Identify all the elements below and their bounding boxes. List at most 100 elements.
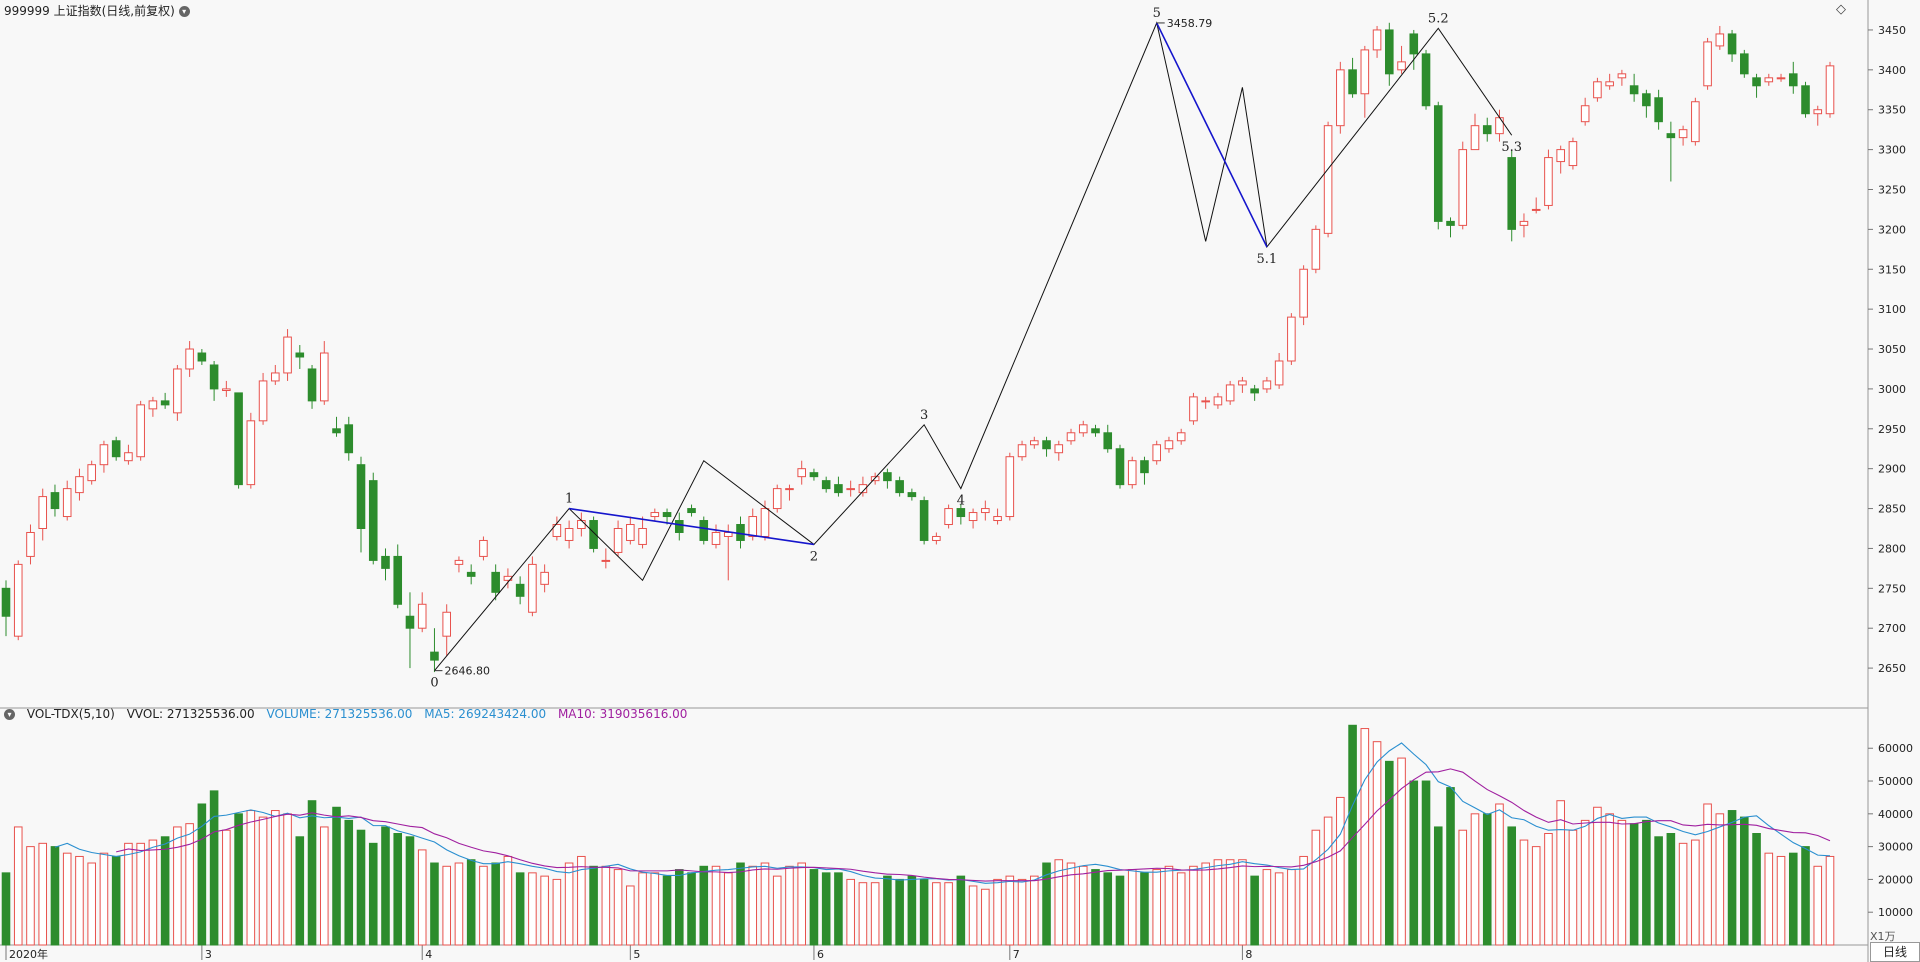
wave-label: 0 <box>430 676 438 691</box>
candle-body <box>1348 69 1357 95</box>
candle-body <box>50 492 60 510</box>
price-tick-label: 3300 <box>1878 144 1906 157</box>
volume-bar <box>919 878 929 946</box>
candle-body <box>552 524 562 537</box>
price-tick-label: 2650 <box>1878 662 1906 675</box>
volume-bar <box>540 875 549 946</box>
volume-bar <box>1360 728 1370 946</box>
candle-body <box>295 352 305 358</box>
volume-bar <box>662 875 672 946</box>
candle-body <box>1017 444 1027 458</box>
volume-collapse-icon[interactable]: ▾ <box>4 709 15 720</box>
candle-body <box>1213 396 1223 406</box>
volume-bar <box>1605 813 1614 946</box>
wave-label: 5.2 <box>1428 11 1449 26</box>
candle-body <box>577 520 586 529</box>
candle-body <box>1042 440 1051 450</box>
volume-bar <box>723 872 733 946</box>
candle-body <box>1593 81 1602 99</box>
volume-bar <box>1017 878 1027 946</box>
candle-body <box>234 392 243 486</box>
volume-bar <box>491 862 500 946</box>
price-tick-label: 3000 <box>1878 383 1906 396</box>
candle-body <box>1164 440 1174 450</box>
diamond-icon[interactable]: ◇ <box>1836 2 1846 17</box>
candle-body <box>38 496 48 529</box>
candle-body <box>993 516 1002 522</box>
volume-header: ▾ VOL-TDX(5,10) VVOL: 271325536.00 VOLUM… <box>4 707 695 721</box>
candle-body <box>1654 97 1663 123</box>
volume-bar <box>626 885 635 946</box>
candle-body <box>1225 384 1235 402</box>
candle-body <box>1752 77 1761 87</box>
volume-bar <box>1470 813 1480 946</box>
volume-bar <box>1691 839 1700 946</box>
period-selector[interactable]: 日线 <box>1870 942 1920 962</box>
volume-bar <box>26 846 35 946</box>
date-tick-label: 2020年 <box>9 947 48 961</box>
volume-bar <box>1703 803 1712 946</box>
candle-body <box>454 559 464 565</box>
volume-bar <box>356 829 366 946</box>
candle-body <box>1336 69 1345 127</box>
candle-body <box>919 500 929 541</box>
volume-bar <box>1042 862 1051 946</box>
volume-bar <box>1433 826 1443 946</box>
volume-bar <box>834 872 843 946</box>
candle-body <box>895 480 904 494</box>
volume-bar <box>148 839 158 946</box>
candle-body <box>638 528 647 545</box>
volume-bar <box>1005 875 1015 946</box>
volume-bar <box>75 855 84 946</box>
wave-blue-line <box>568 507 815 546</box>
volume-tick-label: 20000 <box>1878 873 1913 886</box>
volume-bar <box>1311 829 1321 946</box>
volume-bar <box>674 869 684 946</box>
volume-bar <box>344 819 354 946</box>
volume-bar <box>1238 859 1247 946</box>
volume-bar <box>699 865 709 946</box>
volume-bar <box>1213 859 1223 946</box>
candle-body <box>1421 53 1431 107</box>
candle-body <box>393 555 403 605</box>
volume-bar <box>528 872 537 946</box>
volume-bar <box>1103 872 1113 946</box>
candle-body <box>491 571 500 593</box>
volume-bar <box>1813 865 1823 946</box>
volume-bar <box>1654 836 1663 946</box>
volume-bar <box>638 872 647 946</box>
volume-bar <box>1152 869 1162 946</box>
candle-body <box>564 528 574 541</box>
candle-body <box>1629 85 1639 95</box>
volume-bar <box>932 882 941 946</box>
candle-body <box>1605 81 1614 87</box>
volume-bar <box>748 865 758 946</box>
price-tick-label: 3200 <box>1878 223 1906 236</box>
volume-bar <box>1507 826 1517 946</box>
candle-body <box>1299 268 1308 318</box>
volume-bar <box>1727 810 1737 946</box>
volume-tick-label: 10000 <box>1878 906 1913 919</box>
candle-body <box>1274 360 1284 386</box>
volume-ma10-line <box>116 768 1831 882</box>
candle-body <box>883 472 892 482</box>
volume-bar <box>1274 872 1284 946</box>
candle-body <box>1250 388 1259 394</box>
candle-body <box>1544 157 1553 206</box>
volume-bar <box>38 842 48 946</box>
volume-bar <box>1764 852 1774 946</box>
volume-bar <box>760 862 770 946</box>
chevron-down-icon[interactable]: ▾ <box>178 6 190 17</box>
price-tick-label: 2700 <box>1878 622 1906 635</box>
volume-bar <box>1568 829 1578 946</box>
price-tick-label: 3400 <box>1878 64 1906 77</box>
candle-body <box>148 400 158 410</box>
volume-bar <box>222 829 231 946</box>
candle-body <box>1262 380 1272 390</box>
volume-bar <box>479 865 488 946</box>
candle-body <box>136 404 145 458</box>
candle-body <box>1152 444 1162 462</box>
volume-bar <box>111 855 121 946</box>
volume-bar <box>1287 869 1296 946</box>
